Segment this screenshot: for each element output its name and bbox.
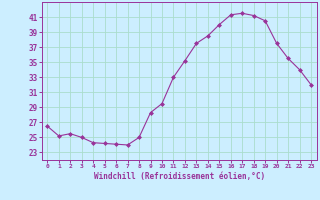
X-axis label: Windchill (Refroidissement éolien,°C): Windchill (Refroidissement éolien,°C) — [94, 172, 265, 181]
